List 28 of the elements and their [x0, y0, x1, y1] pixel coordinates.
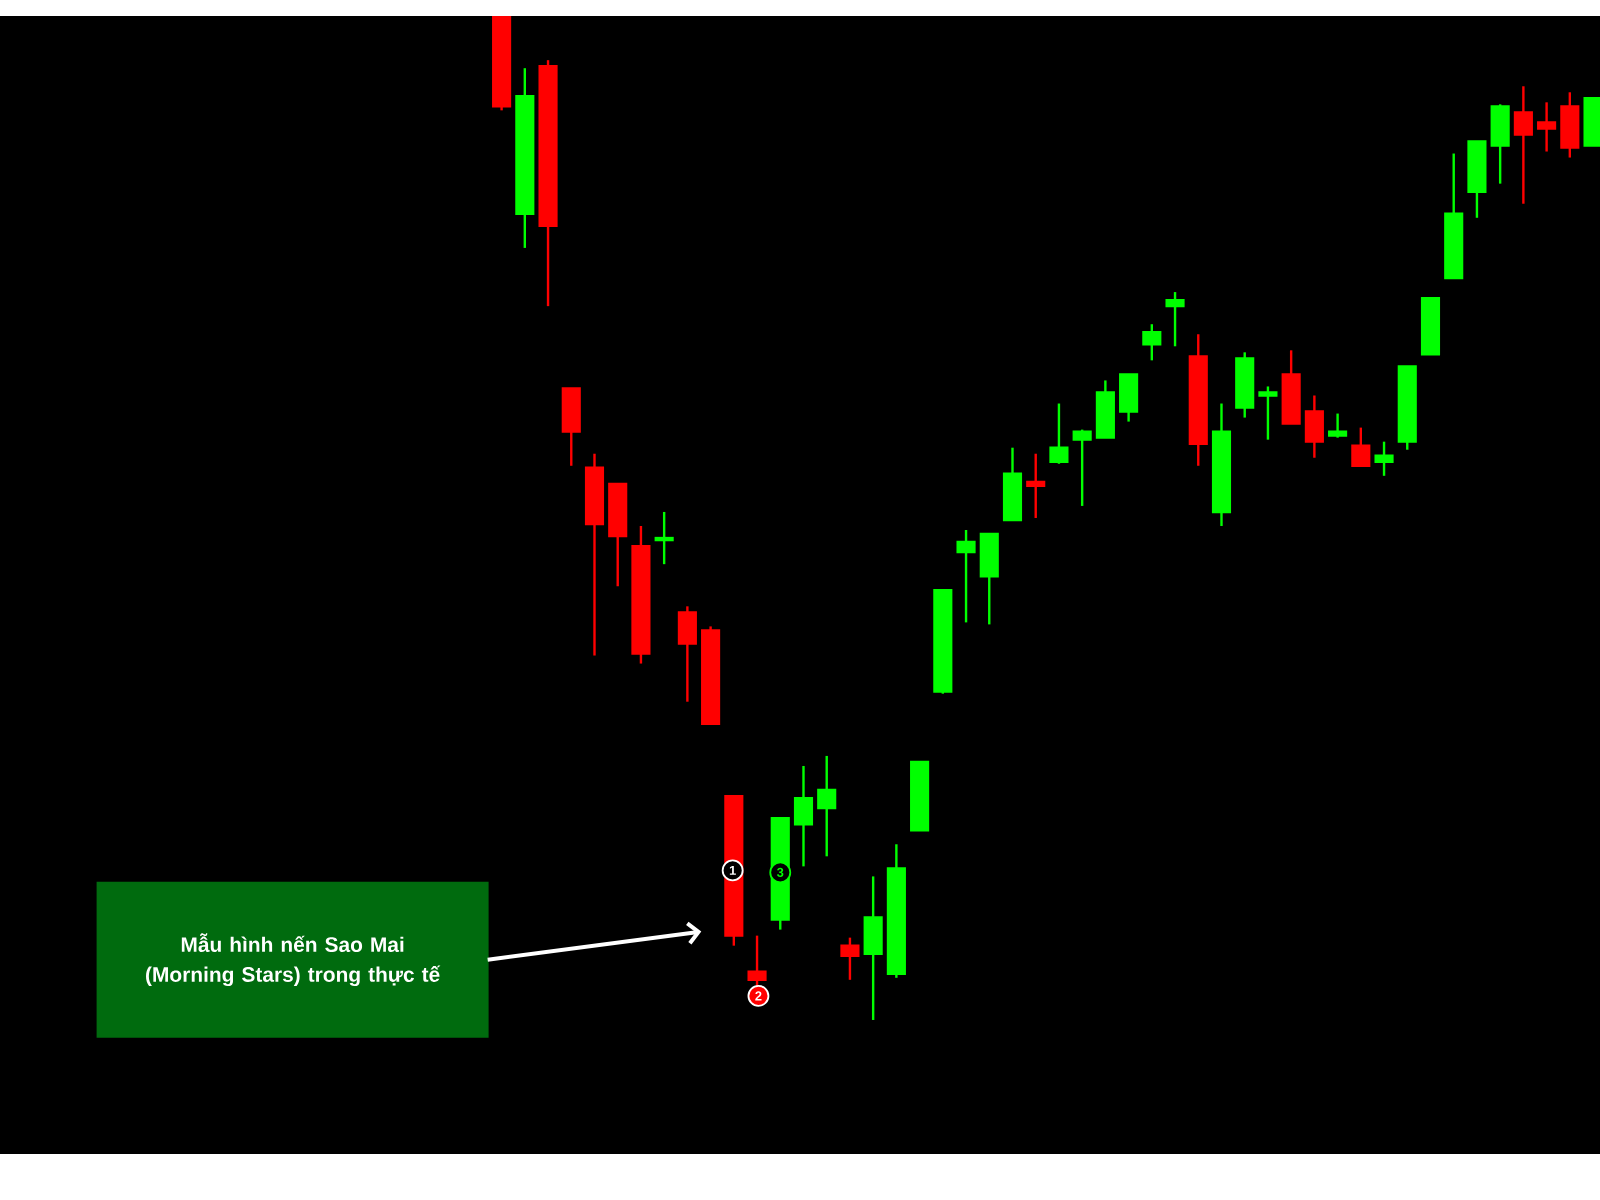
candlestick: [1560, 91, 1580, 159]
candlestick: [956, 528, 976, 624]
candlestick: [1119, 373, 1139, 423]
text: Mẫu hình nến Sao Mai (Morning Stars) trong thực tế: [146, 933, 441, 987]
candlestick: [1258, 385, 1278, 441]
candlestick: [1304, 394, 1324, 459]
candlestick: [654, 510, 674, 566]
candlestick: [1537, 101, 1557, 153]
candlestick: [1095, 379, 1115, 439]
candlestick: [840, 936, 860, 982]
candlestick: [1142, 323, 1162, 362]
candlestick: [1328, 412, 1348, 439]
candlestick: [1165, 290, 1185, 348]
candlestick: [817, 754, 837, 858]
candlestick: [1026, 452, 1046, 520]
candlestick: [1583, 97, 1600, 147]
candlestick: [979, 532, 999, 626]
candlestick: [1513, 85, 1533, 205]
candlestick: [1002, 446, 1023, 522]
candlestick: [1351, 426, 1371, 467]
candlestick: [793, 764, 814, 868]
candlestick: [677, 605, 697, 703]
candlestick: [863, 875, 883, 1022]
candlestick: [1072, 428, 1092, 508]
candlestick: [1490, 103, 1510, 185]
candlestick: [561, 387, 581, 467]
candlestick: [1049, 402, 1069, 465]
candlestick: [1374, 440, 1394, 478]
